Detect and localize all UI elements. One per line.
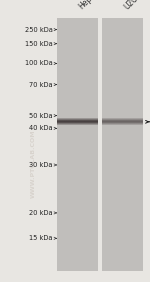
Text: HepG2: HepG2 — [77, 0, 102, 11]
Text: 40 kDa: 40 kDa — [29, 125, 52, 131]
Text: 100 kDa: 100 kDa — [25, 60, 52, 67]
Bar — [57, 18, 98, 271]
Bar — [102, 18, 142, 271]
Text: 20 kDa: 20 kDa — [29, 210, 52, 216]
Text: 50 kDa: 50 kDa — [29, 113, 52, 119]
Text: U2OS: U2OS — [122, 0, 143, 11]
Text: WWW.PTGLAB.COM: WWW.PTGLAB.COM — [30, 129, 36, 198]
Text: 70 kDa: 70 kDa — [29, 81, 52, 88]
Text: 250 kDa: 250 kDa — [25, 27, 52, 33]
Text: 30 kDa: 30 kDa — [29, 162, 52, 168]
Text: 15 kDa: 15 kDa — [29, 235, 52, 241]
Bar — [98, 18, 102, 271]
Text: 150 kDa: 150 kDa — [25, 41, 52, 47]
